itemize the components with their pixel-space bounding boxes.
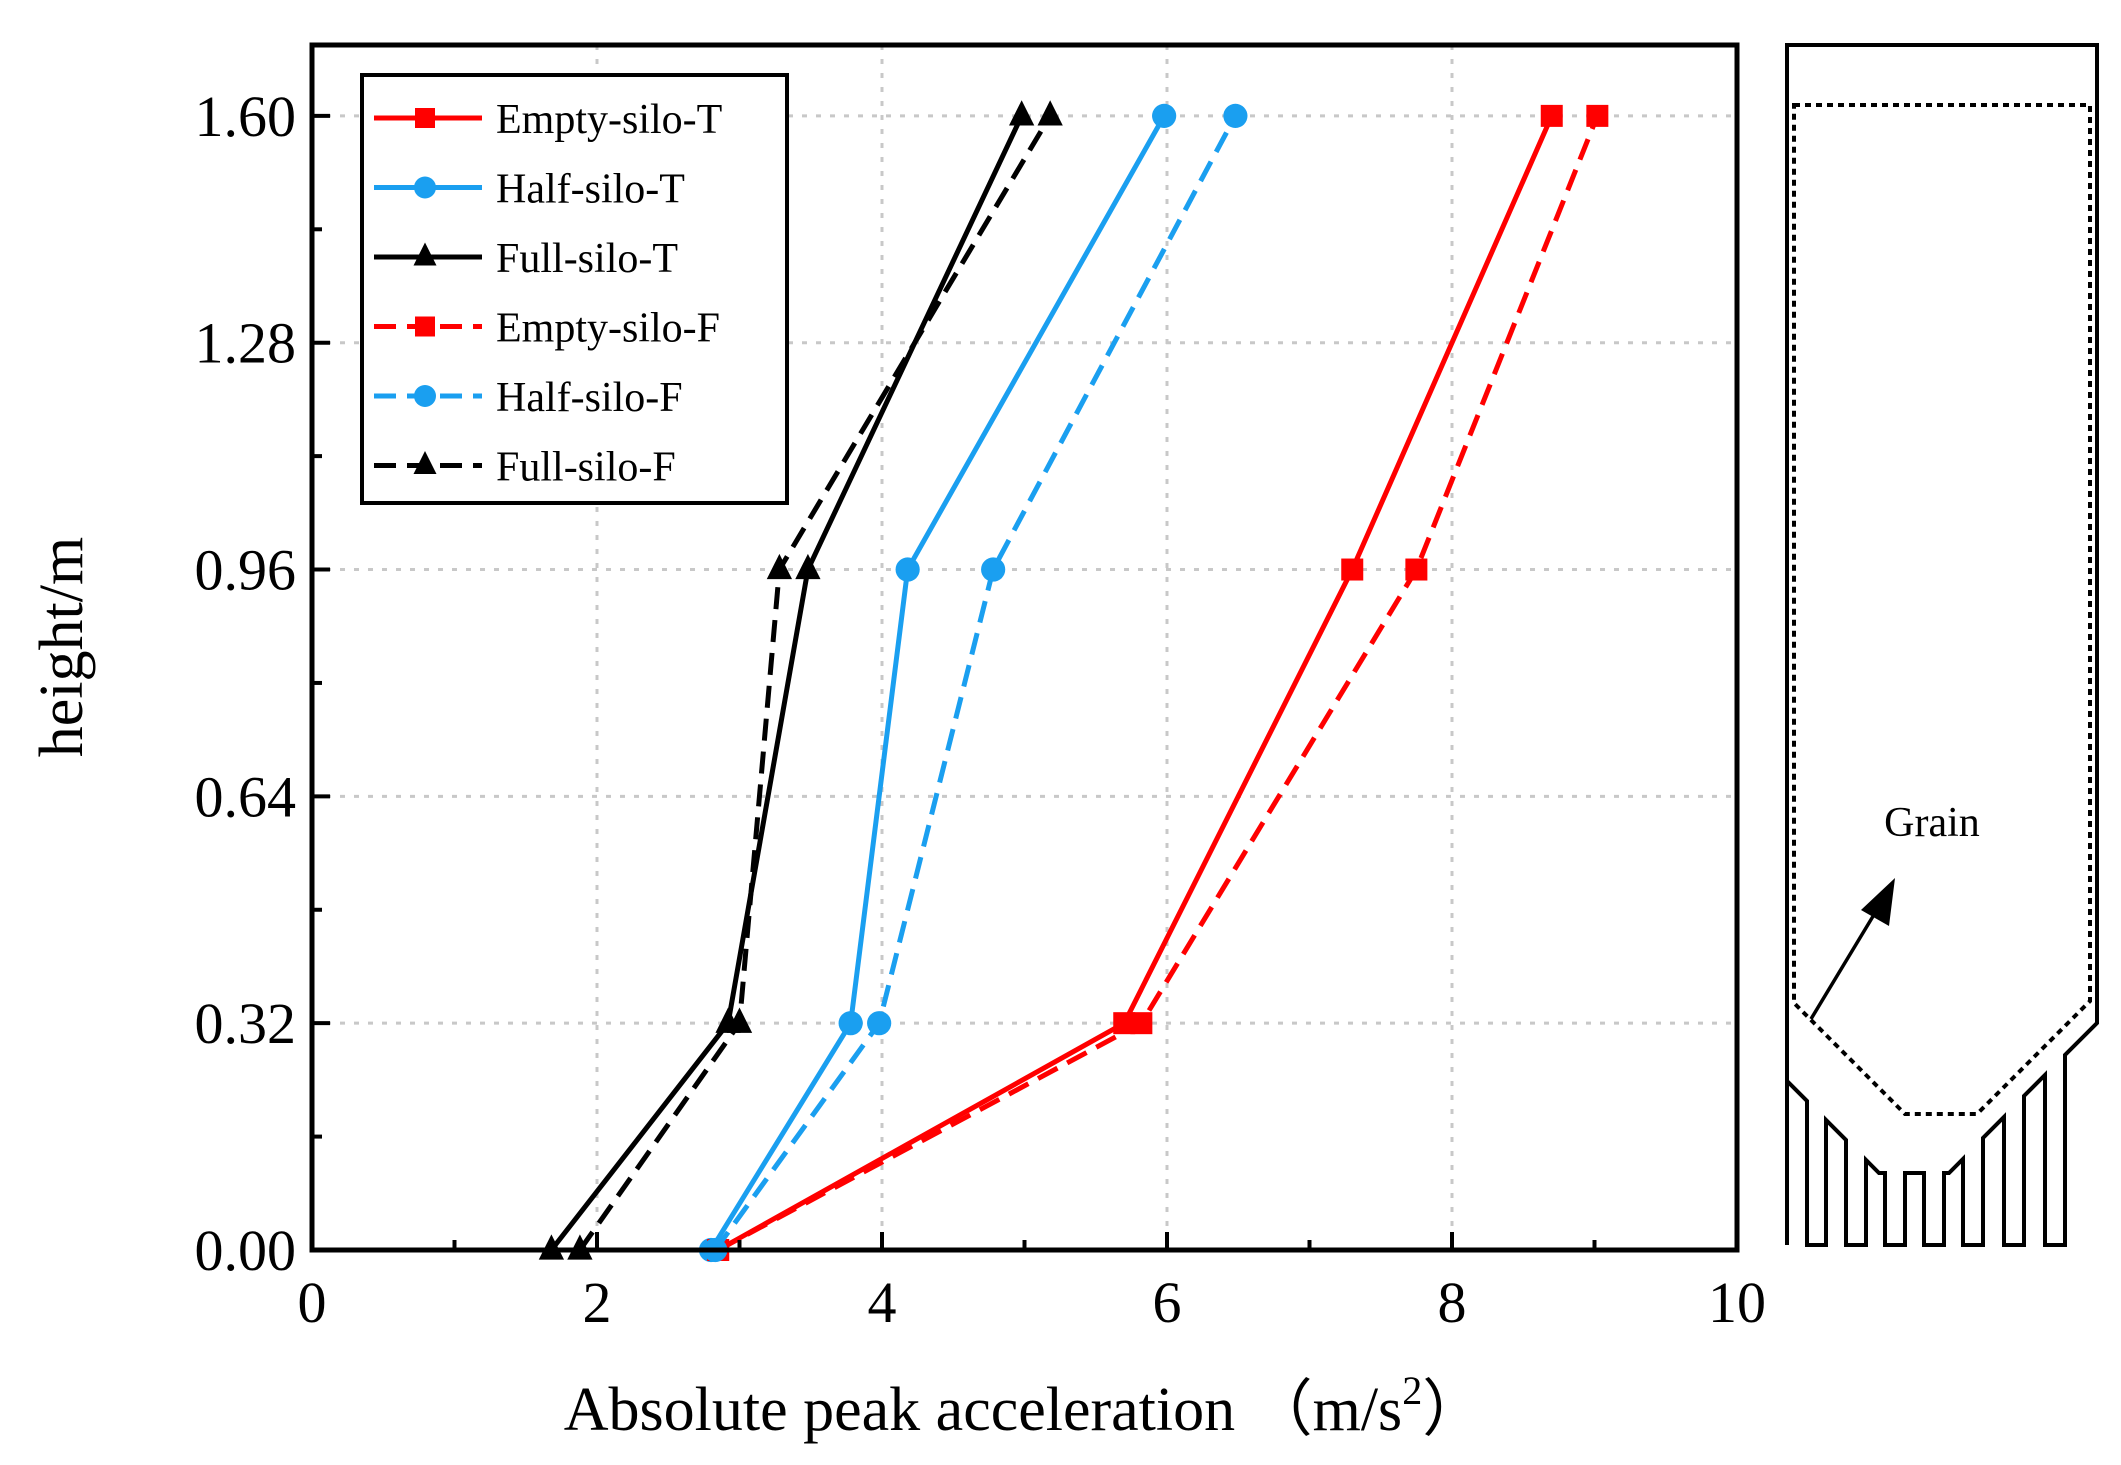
data-point-triangle (766, 553, 793, 580)
y-tick-label: 0.64 (195, 764, 297, 829)
series-line (716, 114, 1555, 1253)
legend-item: Half-silo-F (374, 375, 683, 421)
data-point-square (1405, 558, 1428, 581)
legend-item: Half-silo-T (374, 167, 685, 213)
data-point-circle (1223, 103, 1248, 128)
data-point-circle (981, 557, 1006, 582)
data-point-circle (1152, 103, 1177, 128)
x-tick-label: 6 (1153, 1270, 1182, 1335)
x-tick-label: 0 (298, 1270, 327, 1335)
series-line (708, 114, 1167, 1252)
data-point-triangle (567, 1234, 593, 1260)
y-tick-label: 1.28 (195, 311, 297, 376)
series-layer (538, 100, 1609, 1263)
legend-label: Full-silo-T (496, 236, 678, 282)
data-point-circle (414, 385, 436, 407)
legend-label: Half-silo-F (496, 375, 683, 421)
data-point-circle (414, 176, 436, 199)
grain-arrow-head (1861, 878, 1895, 926)
silo-outline (1785, 43, 2099, 1247)
series-line (713, 114, 1238, 1252)
data-point-triangle (795, 553, 821, 580)
grain-arrow-line (1809, 907, 1880, 1020)
y-axis-title: height/m (28, 537, 96, 757)
series-empty-silo-f (707, 104, 1609, 1261)
legend-box (360, 73, 789, 505)
data-point-triangle (1037, 100, 1063, 126)
legend-item: Full-silo-T (374, 236, 678, 282)
legend: Empty-silo-T Half-silo-T Full-silo-T Empty-… (360, 73, 789, 505)
data-point-circle (838, 1011, 863, 1036)
x-tick-label: 2 (583, 1270, 612, 1335)
data-point-square (415, 316, 435, 337)
data-point-triangle (726, 1007, 753, 1033)
legend-label: Empty-silo-T (496, 97, 722, 143)
y-tick-label: 1.60 (195, 84, 297, 149)
data-point-triangle (538, 1234, 565, 1260)
legend-item: Empty-silo-F (374, 306, 720, 352)
y-tick-label: 0.96 (195, 538, 297, 603)
legend-item: Full-silo-F (374, 445, 676, 491)
data-point-square (1341, 558, 1364, 581)
grain-surface-line (1792, 103, 2092, 1116)
data-point-square (1130, 1012, 1153, 1035)
legend-label: Half-silo-T (496, 167, 685, 213)
series-full-silo-f (567, 100, 1063, 1260)
legend-label: Full-silo-F (496, 445, 676, 491)
series-half-silo-f (703, 103, 1248, 1263)
y-tick-label: 0.32 (195, 991, 297, 1056)
data-point-circle (867, 1011, 892, 1036)
x-axis-title: Absolute peak acceleration （m/s2） (564, 1368, 1484, 1444)
axes: 0 2 4 6 8 10 0.00 0.32 0.64 0.96 1.28 1.60 (195, 84, 1767, 1335)
x-tick-label: 10 (1708, 1270, 1766, 1335)
x-tick-label: 8 (1438, 1270, 1467, 1335)
data-point-circle (895, 557, 920, 582)
y-tick-label: 0.00 (195, 1218, 297, 1283)
legend-item: Empty-silo-T (374, 97, 722, 143)
legend-label: Empty-silo-F (496, 306, 720, 352)
series-line (716, 114, 1600, 1253)
silo-diagram: Grain (1785, 43, 2099, 1247)
x-tick-label: 4 (868, 1270, 897, 1335)
series-line (577, 114, 1053, 1252)
data-point-square (415, 108, 435, 128)
data-point-triangle (1009, 100, 1035, 126)
data-point-square (1586, 104, 1609, 127)
data-point-triangle (413, 242, 437, 266)
grain-label: Grain (1884, 800, 1980, 846)
data-point-triangle (413, 451, 437, 474)
data-point-square (1540, 104, 1563, 127)
